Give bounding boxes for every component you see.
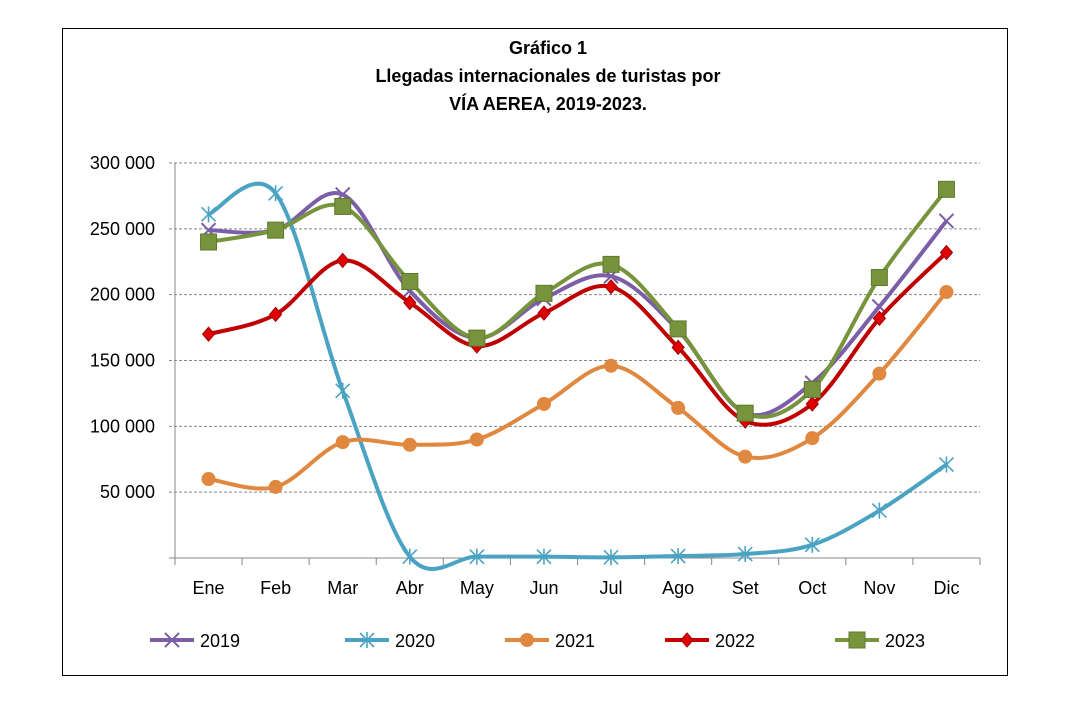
x-tick-label: Dic bbox=[933, 578, 959, 598]
square-marker bbox=[870, 269, 888, 287]
circle-marker bbox=[939, 285, 954, 300]
y-tick-label: 50 000 bbox=[100, 482, 155, 502]
circle-marker bbox=[201, 472, 216, 486]
asterisk-marker bbox=[670, 548, 686, 565]
asterisk-marker bbox=[268, 185, 284, 202]
square-marker bbox=[535, 284, 553, 302]
y-tick-label: 150 000 bbox=[90, 351, 155, 371]
diamond-marker bbox=[805, 396, 819, 412]
x-tick-label: May bbox=[460, 578, 494, 598]
circle-marker bbox=[520, 633, 534, 647]
legend-label: 2023 bbox=[885, 631, 925, 651]
diamond-marker bbox=[336, 252, 350, 269]
x-tick-label: Jul bbox=[600, 578, 623, 598]
circle-marker bbox=[604, 358, 619, 373]
chart-title-line-3: VÍA AEREA, 2019-2023. bbox=[449, 93, 647, 114]
legend-label: 2020 bbox=[395, 631, 435, 651]
series-2023 bbox=[200, 180, 955, 422]
x-tick-label: Oct bbox=[798, 578, 826, 598]
x-tick-label: Nov bbox=[863, 578, 895, 598]
y-tick-label: 100 000 bbox=[90, 416, 155, 436]
chart-border bbox=[62, 28, 1008, 676]
circle-marker bbox=[268, 479, 283, 494]
x-marker bbox=[164, 632, 180, 648]
square-marker bbox=[401, 273, 419, 290]
x-tick-label: Set bbox=[732, 578, 759, 598]
chart-title-line-2: Llegadas internacionales de turistas por bbox=[375, 66, 720, 86]
square-marker bbox=[267, 221, 285, 239]
square-marker bbox=[848, 631, 866, 649]
legend-item-2019: 2019 bbox=[150, 631, 240, 651]
y-tick-label: 250 000 bbox=[90, 219, 155, 239]
legend-label: 2022 bbox=[715, 631, 755, 651]
square-marker bbox=[334, 197, 352, 215]
asterisk-marker bbox=[536, 548, 552, 565]
legend-label: 2021 bbox=[555, 631, 595, 651]
x-tick-label: Mar bbox=[327, 578, 358, 598]
x-tick-label: Feb bbox=[260, 578, 291, 598]
circle-marker bbox=[469, 432, 484, 447]
circle-marker bbox=[872, 366, 887, 381]
square-marker bbox=[200, 233, 218, 251]
diamond-marker bbox=[403, 294, 417, 311]
diamond-marker bbox=[671, 339, 685, 356]
x-tick-label: Jun bbox=[529, 578, 558, 598]
asterisk-marker bbox=[938, 456, 955, 473]
asterisk-marker bbox=[335, 382, 351, 399]
asterisk-marker bbox=[737, 546, 753, 563]
x-tick-label: Ago bbox=[662, 578, 694, 598]
legend-item-2022: 2022 bbox=[665, 631, 755, 651]
diamond-marker bbox=[537, 305, 551, 321]
square-marker bbox=[468, 329, 486, 347]
square-marker bbox=[669, 320, 687, 338]
x-marker bbox=[938, 213, 955, 229]
square-marker bbox=[937, 180, 955, 198]
circle-marker bbox=[536, 396, 551, 411]
series-2021 bbox=[201, 285, 954, 494]
y-tick-label: 300 000 bbox=[90, 153, 155, 173]
asterisk-marker bbox=[402, 548, 418, 565]
circle-marker bbox=[671, 400, 686, 415]
square-marker bbox=[602, 255, 620, 273]
y-tick-label: 200 000 bbox=[90, 285, 155, 305]
legend-item-2020: 2020 bbox=[345, 631, 435, 651]
diamond-marker bbox=[872, 310, 887, 327]
circle-marker bbox=[335, 435, 350, 450]
asterisk-marker bbox=[469, 548, 485, 565]
series-2020 bbox=[200, 181, 955, 571]
circle-marker bbox=[805, 431, 820, 446]
circle-marker bbox=[402, 437, 417, 452]
circle-marker bbox=[738, 449, 753, 464]
chart-title-line-1: Gráfico 1 bbox=[509, 38, 587, 58]
asterisk-marker bbox=[603, 549, 619, 566]
diamond-marker bbox=[939, 244, 954, 261]
diamond-marker bbox=[201, 326, 216, 342]
asterisk-marker bbox=[359, 632, 375, 648]
legend-label: 2019 bbox=[200, 631, 240, 651]
x-tick-label: Ene bbox=[193, 578, 225, 598]
square-marker bbox=[803, 380, 821, 398]
diamond-marker bbox=[680, 632, 694, 648]
diamond-marker bbox=[604, 278, 618, 295]
square-marker bbox=[736, 404, 754, 422]
legend-item-2023: 2023 bbox=[835, 631, 925, 651]
diamond-marker bbox=[268, 306, 283, 323]
asterisk-marker bbox=[804, 536, 820, 553]
asterisk-marker bbox=[200, 206, 217, 223]
legend-item-2021: 2021 bbox=[505, 631, 595, 651]
x-tick-label: Abr bbox=[396, 578, 424, 598]
asterisk-marker bbox=[871, 502, 887, 519]
